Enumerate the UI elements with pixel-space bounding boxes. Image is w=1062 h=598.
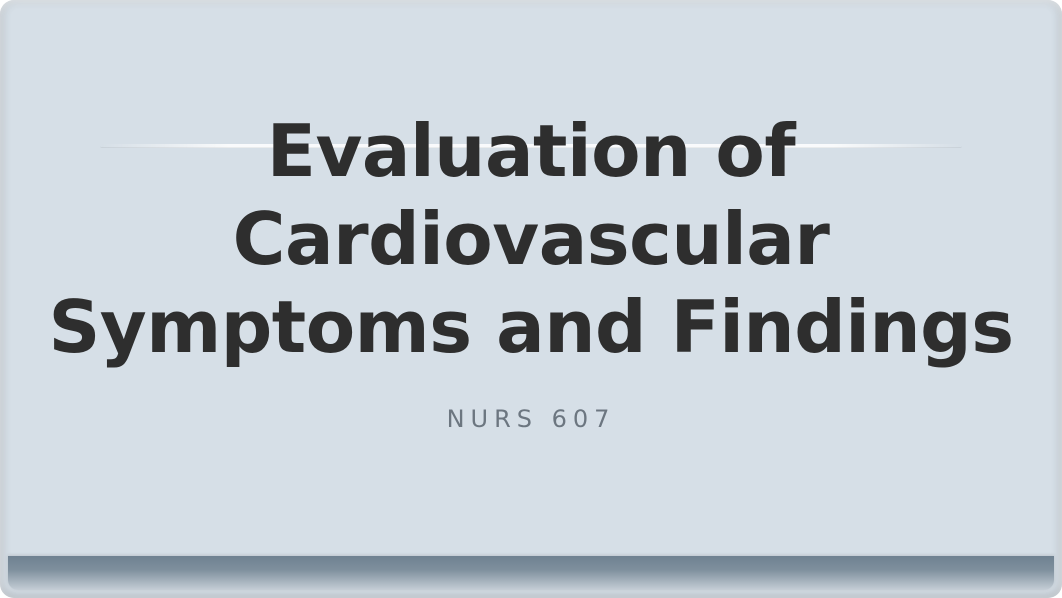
slide-title: Evaluation of Cardiovascular Symptoms an… xyxy=(20,108,1042,371)
slide-card: Evaluation of Cardiovascular Symptoms an… xyxy=(0,0,1062,598)
decorative-bottom-bar xyxy=(8,556,1054,590)
slide-subtitle: NURS 607 xyxy=(20,405,1042,433)
slide-content: Evaluation of Cardiovascular Symptoms an… xyxy=(0,108,1062,433)
